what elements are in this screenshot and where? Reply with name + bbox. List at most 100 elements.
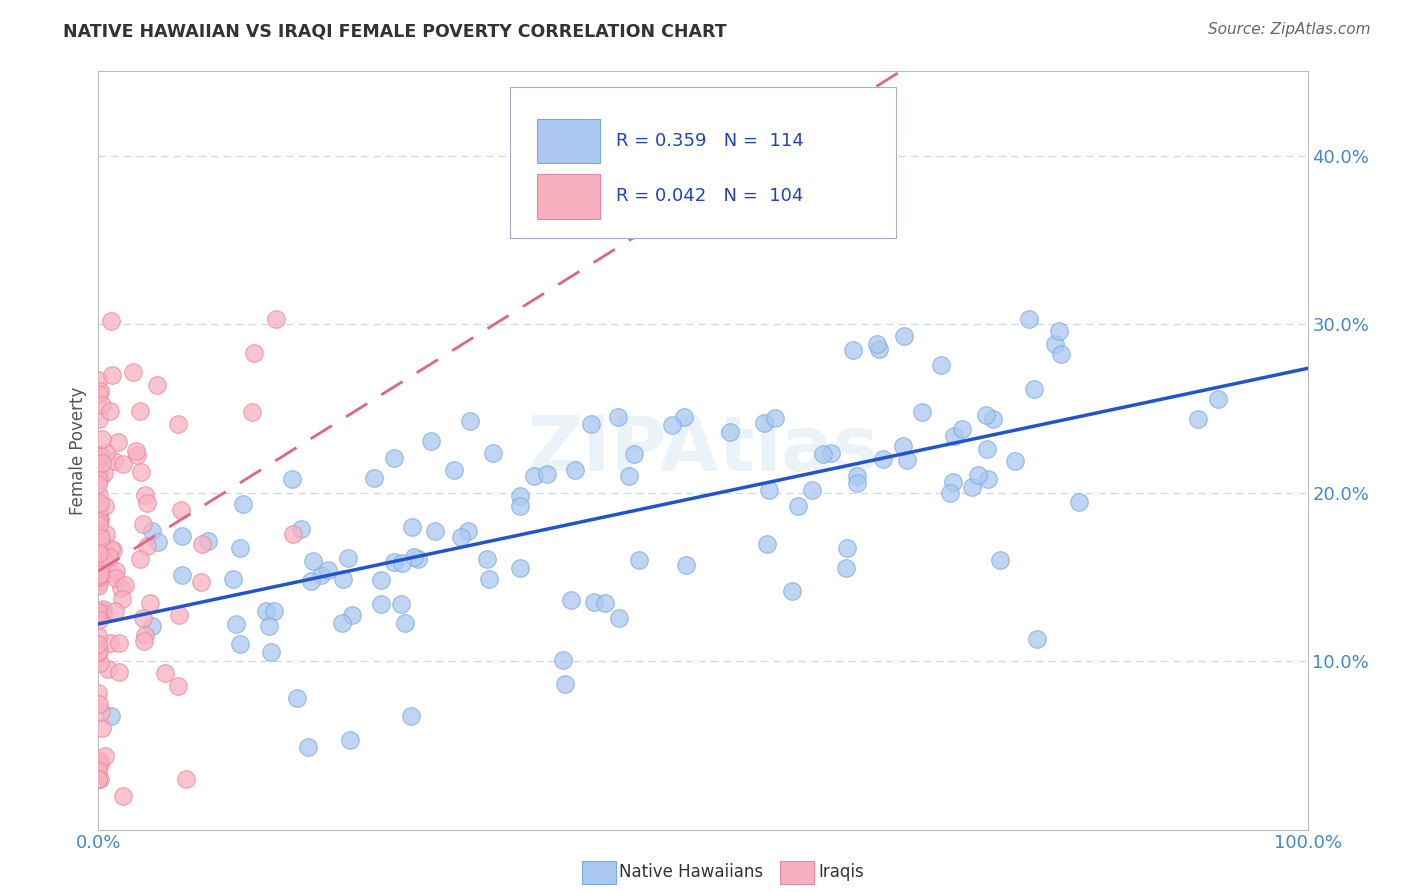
Point — [87, 630, 110, 644]
Point — [91, 721, 114, 735]
Point — [1043, 336, 1066, 351]
Point — [222, 572, 245, 586]
Point — [87, 464, 110, 478]
Point — [87, 772, 110, 786]
Point — [911, 405, 934, 419]
Point — [87, 637, 110, 651]
Point — [475, 551, 498, 566]
Point — [406, 552, 429, 566]
Point — [101, 542, 124, 557]
Point — [125, 448, 148, 462]
Point — [382, 450, 405, 465]
Point — [87, 644, 110, 658]
Point — [146, 534, 169, 549]
Point — [891, 439, 914, 453]
Point — [834, 561, 856, 575]
Point — [167, 679, 190, 693]
Point — [132, 633, 155, 648]
Point — [87, 686, 110, 700]
Point — [457, 524, 479, 539]
Point — [560, 592, 582, 607]
Point — [89, 531, 111, 545]
Point — [87, 613, 110, 627]
Point — [1206, 392, 1229, 407]
Point — [89, 529, 111, 543]
Point — [370, 597, 392, 611]
Point — [370, 573, 392, 587]
Point — [135, 495, 157, 509]
Point — [111, 789, 134, 803]
Point — [112, 457, 135, 471]
Point — [401, 709, 423, 723]
Point — [254, 604, 277, 618]
Point — [1047, 324, 1070, 338]
Point — [87, 546, 110, 560]
Point — [675, 558, 697, 572]
Point — [90, 604, 112, 618]
Point — [755, 537, 778, 551]
Point — [87, 513, 110, 527]
Point — [90, 449, 112, 463]
Text: Iraqis: Iraqis — [818, 863, 865, 881]
Point — [260, 645, 283, 659]
Point — [89, 697, 111, 711]
Point — [87, 570, 110, 584]
Point — [104, 604, 127, 618]
Point — [141, 619, 163, 633]
Point — [96, 527, 118, 541]
Point — [960, 480, 983, 494]
Point — [138, 596, 160, 610]
Point — [91, 456, 114, 470]
Point — [330, 616, 353, 631]
Point — [628, 553, 651, 567]
Point — [93, 749, 115, 764]
Point — [146, 378, 169, 392]
Point — [114, 578, 136, 592]
Point — [763, 410, 786, 425]
Point — [89, 496, 111, 510]
Point — [134, 488, 156, 502]
Point — [623, 447, 645, 461]
Point — [754, 416, 776, 430]
Point — [132, 611, 155, 625]
Point — [90, 560, 112, 574]
Point — [87, 504, 110, 518]
Point — [509, 561, 531, 575]
Text: ZIPAtlas: ZIPAtlas — [527, 414, 879, 487]
Point — [169, 608, 191, 623]
FancyBboxPatch shape — [537, 174, 600, 219]
Point — [91, 607, 114, 621]
Point — [105, 571, 128, 585]
Point — [607, 611, 630, 625]
Point — [87, 513, 110, 527]
Point — [536, 467, 558, 481]
Y-axis label: Female Poverty: Female Poverty — [69, 386, 87, 515]
Point — [391, 557, 413, 571]
Point — [89, 512, 111, 526]
Point — [229, 637, 252, 651]
Point — [318, 564, 340, 578]
Point — [132, 517, 155, 532]
Point — [87, 387, 110, 401]
Point — [1069, 495, 1091, 509]
Point — [481, 446, 503, 460]
Point — [401, 519, 423, 533]
Point — [382, 555, 405, 569]
Point — [89, 384, 111, 398]
Point — [579, 417, 602, 432]
Point — [90, 432, 112, 446]
Point — [976, 442, 998, 456]
Point — [125, 444, 148, 458]
Point — [87, 575, 110, 590]
Point — [90, 706, 112, 720]
Point — [332, 572, 354, 586]
Point — [977, 472, 1000, 486]
Point — [443, 463, 465, 477]
Point — [967, 467, 990, 482]
Point — [263, 605, 285, 619]
Point — [404, 550, 426, 565]
Point — [1050, 347, 1073, 361]
Point — [98, 550, 121, 565]
Point — [98, 636, 121, 650]
Point — [595, 596, 617, 610]
